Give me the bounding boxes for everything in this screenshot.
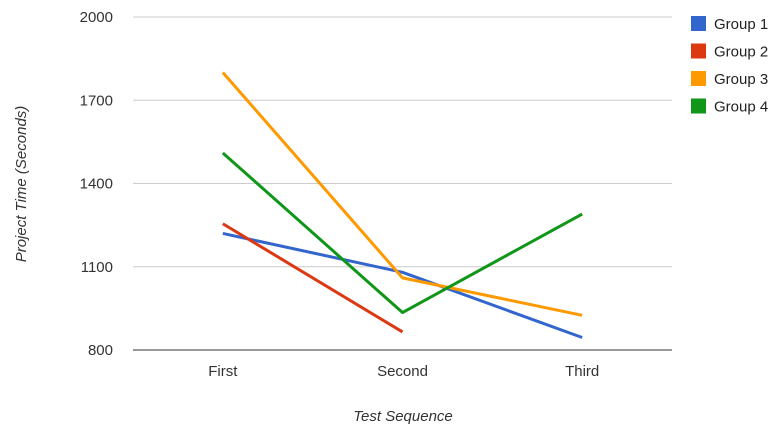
y-axis-ticks: 800 1100 1400 1700 2000 [80,9,113,359]
legend-swatch [691,43,706,59]
y-tick-label: 1100 [81,259,113,276]
legend: Group 1 Group 2 Group 3 Group 4 [691,16,768,116]
y-tick-label: 800 [88,342,113,359]
y-tick-label: 1700 [80,92,113,109]
x-axis-ticks: First Second Third [208,363,599,380]
x-axis-title: Test Sequence [353,408,453,425]
legend-label: Group 1 [714,16,768,33]
legend-label: Group 4 [714,99,768,116]
legend-label: Group 2 [714,44,768,61]
gridlines [133,16,672,268]
legend-label: Group 3 [714,71,768,88]
series-line-1 [222,231,583,339]
series-line-3 [221,71,583,317]
y-tick-label: 2000 [80,9,113,26]
x-tick-label: First [208,363,238,380]
y-axis-title: Project Time (Seconds) [13,106,30,263]
legend-swatch [691,71,706,86]
series-lines [221,71,583,339]
legend-swatch [691,16,706,31]
x-tick-label: Second [377,363,428,380]
legend-swatch [691,98,706,114]
series-line-2 [222,222,404,334]
series-line-4 [221,151,583,315]
x-tick-label: Third [565,363,599,380]
y-tick-label: 1400 [80,176,113,193]
